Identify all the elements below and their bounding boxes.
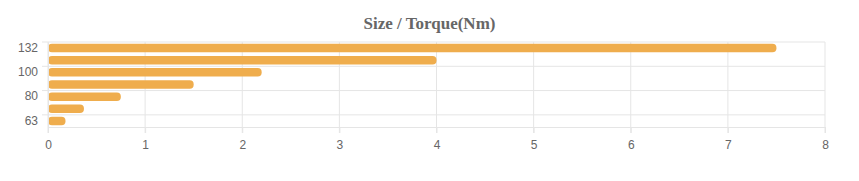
y-axis: 132 100 80 63 [18,41,49,128]
tick-label: 8 [822,138,829,152]
grid-line [825,42,826,133]
grid-line [242,42,243,133]
tick-label: 80 [25,89,39,103]
grid [42,42,825,133]
tick-label: 2 [239,138,246,152]
tick: 0 [45,127,52,152]
chart: Size / Torque(Nm) 0 1 2 3 4 5 6 7 8 132 100 80 63 [0,0,859,181]
tick-label: 5 [531,138,538,152]
grid-line [339,42,340,133]
tick: 6 [628,127,635,152]
tick-mark [534,127,535,133]
tick: 63 [25,114,48,128]
tick-label: 0 [45,138,52,152]
tick-mark [631,127,632,133]
tick-mark [825,127,826,133]
tick-mark [48,127,49,133]
bar [48,80,194,89]
tick-label: 3 [337,138,344,152]
grid-line [533,42,534,133]
tick: 132 [18,41,48,55]
tick: 2 [239,127,246,152]
row-grid-line [42,90,825,91]
bar [48,117,65,126]
tick-label: 63 [25,114,39,128]
title: Size / Torque(Nm) [364,14,496,33]
row-grid-line [42,42,825,43]
x-axis: 0 1 2 3 4 5 6 7 8 [45,127,829,152]
axis-line [48,43,49,128]
bar [48,105,84,114]
tick-mark [437,127,438,133]
grid-line [48,42,49,133]
grid-line [727,42,728,133]
bar [48,92,121,101]
tick: 5 [531,127,538,152]
plot: 0 1 2 3 4 5 6 7 8 132 100 80 63 [18,41,829,152]
bar [48,56,437,65]
bars [48,44,776,125]
tick-label: 4 [434,138,441,152]
tick: 4 [434,127,441,152]
tick: 7 [725,127,732,152]
tick-label: 7 [725,138,732,152]
bar [48,68,262,77]
tick-mark [242,127,243,133]
row-grid-line [42,114,825,115]
tick: 80 [25,89,48,103]
tick: 8 [822,127,829,152]
tick-mark [145,127,146,133]
bar [48,44,776,52]
tick-label: 100 [18,65,38,79]
tick-label: 132 [18,41,38,55]
tick: 1 [142,127,149,152]
tick-label: 1 [142,138,149,152]
grid-line [630,42,631,133]
tick-mark [339,127,340,133]
tick: 100 [18,65,48,79]
row-grid-line [42,66,825,67]
tick: 3 [337,127,344,152]
tick-label: 6 [628,138,635,152]
grid-line [436,42,437,133]
tick-mark [728,127,729,133]
